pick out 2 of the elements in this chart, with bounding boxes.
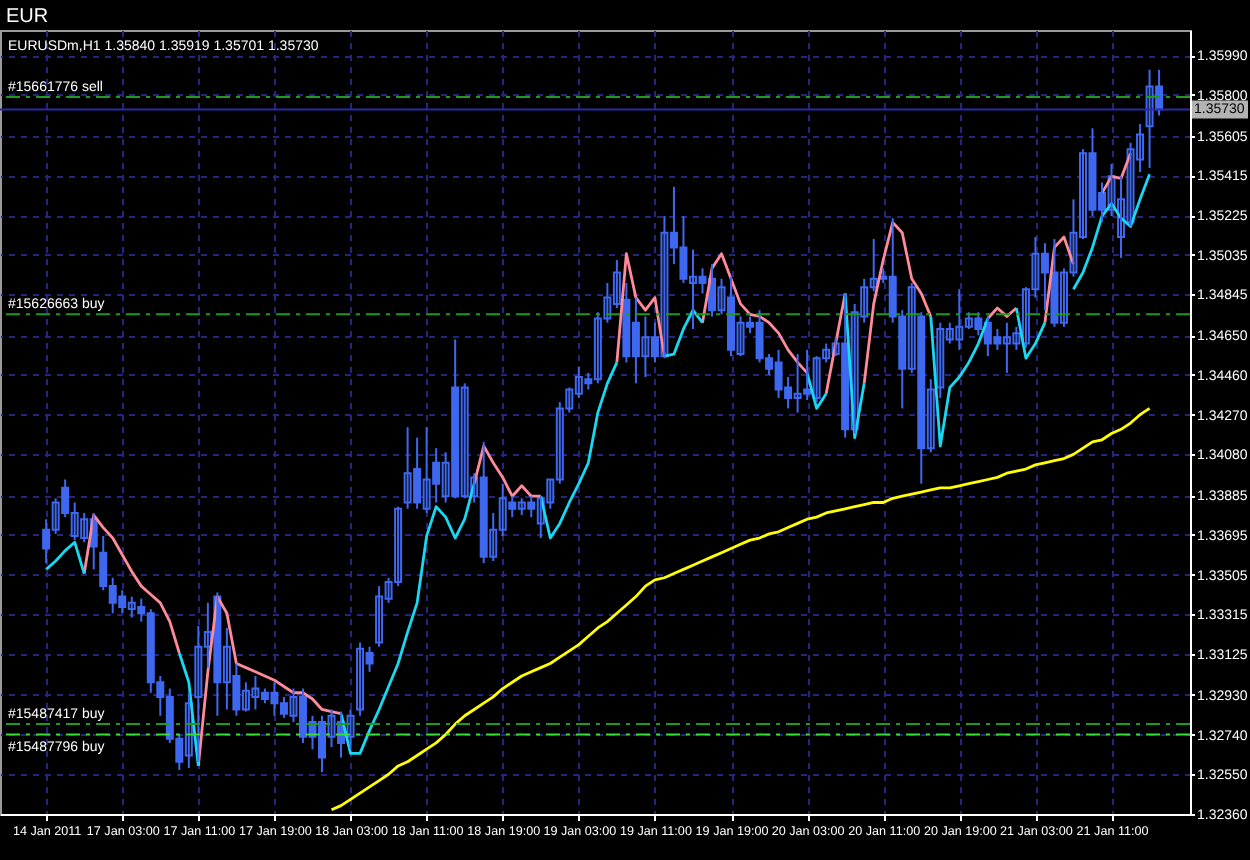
line-series	[330, 407, 1151, 812]
chart-title: EUR	[6, 6, 49, 28]
